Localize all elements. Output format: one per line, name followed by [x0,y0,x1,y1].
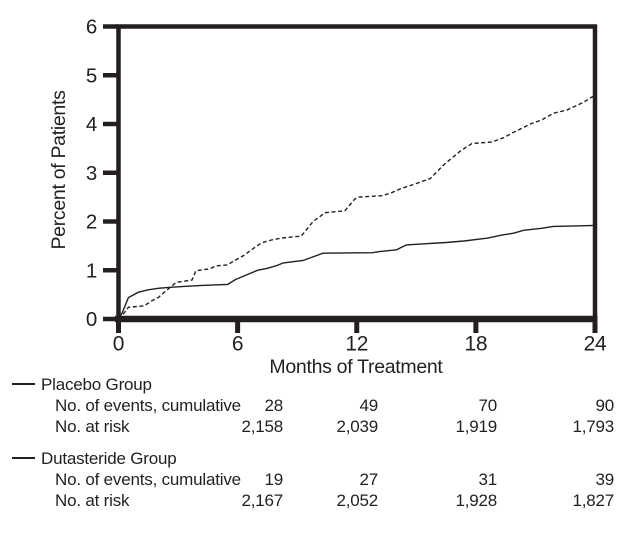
cell-value: 49 [359,396,378,415]
legend-entry-placebo: Placebo Group [0,374,635,395]
cell-value: 31 [478,470,497,489]
cell-value: 2,052 [336,491,378,510]
plot-frame [115,24,598,323]
cell-value: 19 [264,470,283,489]
table-row: No. at risk 2,158 2,039 1,919 1,793 [0,416,635,437]
cell-value: 28 [264,396,283,415]
y-tick-label: 1 [86,259,97,282]
x-tick-label: 24 [584,333,607,356]
cell-value: 1,928 [455,491,497,510]
placebo-group-label: Placebo Group [41,375,152,394]
x-tick-label: 0 [113,333,124,356]
row-label-events: No. of events, cumulative [55,396,241,415]
y-axis-title: Percent of Patients [48,90,70,250]
row-label-at-risk: No. at risk [55,417,130,436]
x-tick-label: 12 [345,333,368,356]
dutasteride-curve [117,224,596,320]
cell-value: 1,793 [572,417,614,436]
dutasteride-legend-line-icon [12,457,35,460]
cell-value: 1,919 [455,417,497,436]
row-label-at-risk: No. at risk [55,491,130,510]
cell-value: 2,167 [241,491,283,510]
cell-value: 90 [595,396,614,415]
placebo-legend-line-icon [12,383,35,386]
cell-value: 70 [478,396,497,415]
placebo-group-block: Placebo Group No. of events, cumulative … [0,374,635,437]
dutasteride-group-block: Dutasteride Group No. of events, cumulat… [0,448,635,511]
cell-value: 1,827 [572,491,614,510]
dutasteride-group-label: Dutasteride Group [41,449,177,468]
cell-value: 2,158 [241,417,283,436]
x-tick-label: 18 [464,333,487,356]
curves [117,94,596,320]
legend-entry-dutasteride: Dutasteride Group [0,448,635,469]
y-tick-label: 4 [86,113,97,136]
y-tick-label: 3 [86,162,97,185]
risk-table: Placebo Group No. of events, cumulative … [0,374,635,511]
y-tick-label: 2 [86,211,97,234]
y-tick-label: 6 [86,16,97,39]
table-row: No. of events, cumulative 19 27 31 39 [0,469,635,490]
cell-value: 39 [595,470,614,489]
cell-value: 2,039 [336,417,378,436]
table-row: No. of events, cumulative 28 49 70 90 [0,395,635,416]
y-tick-label: 0 [86,308,97,331]
y-tick-label: 5 [86,64,97,87]
x-tick-label: 6 [232,333,243,356]
placebo-curve [118,94,596,320]
cell-value: 27 [359,470,378,489]
x-axis-title: Months of Treatment [269,356,443,378]
row-label-events: No. of events, cumulative [55,470,241,489]
table-row: No. at risk 2,167 2,052 1,928 1,827 [0,490,635,511]
